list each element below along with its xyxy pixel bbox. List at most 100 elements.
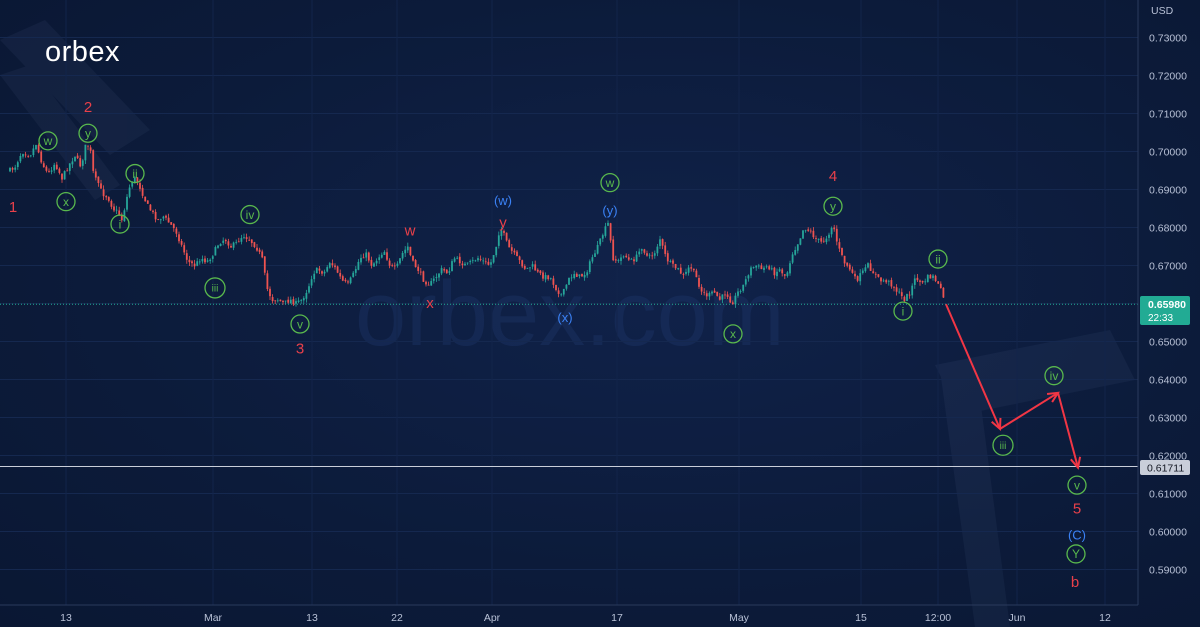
- candle-body: [916, 277, 919, 281]
- candle-body: [183, 245, 186, 253]
- wave-label: 2: [84, 99, 92, 116]
- candle-body: [557, 290, 560, 294]
- candle-body: [461, 263, 464, 266]
- candle-body: [53, 164, 56, 171]
- candle-body: [45, 166, 48, 171]
- candle-body: [877, 274, 880, 277]
- candle-body: [393, 265, 396, 267]
- candle-body: [440, 268, 443, 274]
- current-price-tag: 0.65980 22:33: [1140, 296, 1190, 325]
- candle-body: [643, 249, 646, 253]
- candle-body: [175, 228, 178, 234]
- projection-segment: [1057, 392, 1079, 468]
- x-tick-label: 22: [391, 612, 403, 624]
- candle-body: [250, 239, 253, 244]
- candle-body: [687, 267, 690, 273]
- wave-label-circle: [1067, 475, 1087, 495]
- y-tick-label: 0.73000: [1149, 33, 1187, 45]
- candle-body: [536, 269, 539, 272]
- candle-body: [243, 237, 245, 239]
- candle-body: [323, 271, 326, 274]
- candle-body: [32, 148, 35, 156]
- candle-body: [552, 278, 555, 285]
- candle-body: [427, 284, 430, 286]
- wave-label: Y: [1072, 547, 1080, 561]
- candle-body: [739, 291, 742, 292]
- candle-body: [419, 271, 422, 273]
- candle-body: [838, 242, 841, 249]
- candle-body: [144, 196, 147, 202]
- y-tick-label: 0.65000: [1149, 337, 1187, 349]
- candle-body: [653, 253, 656, 256]
- candle-body: [453, 258, 456, 262]
- candle-body: [612, 239, 615, 261]
- candle-body: [396, 263, 399, 266]
- candle-body: [282, 300, 284, 303]
- candle-body: [513, 250, 516, 253]
- candle-body: [565, 284, 568, 289]
- candle-body: [586, 272, 589, 276]
- wave-label: iv: [1050, 369, 1059, 383]
- candle-body: [825, 238, 828, 243]
- candle-body: [448, 271, 451, 273]
- candle-body: [921, 280, 924, 283]
- candle-body: [432, 278, 435, 281]
- candle-body: [729, 296, 732, 303]
- candle-body: [851, 269, 854, 273]
- candle-body: [864, 267, 867, 272]
- candle-body: [700, 286, 703, 292]
- candle-body: [620, 257, 622, 261]
- candle-body: [269, 288, 271, 297]
- candle-body: [222, 240, 225, 243]
- wave-label: v: [297, 317, 303, 331]
- grid: [0, 0, 1138, 605]
- time-axis[interactable]: 13 Mar 13 22 Apr 17 May 15 12:00 Jun 12: [0, 604, 1138, 624]
- candle-body: [549, 278, 552, 279]
- candle-body: [315, 267, 318, 274]
- candle-body: [880, 277, 882, 282]
- candle-body: [209, 259, 212, 262]
- current-price-countdown: 22:33: [1148, 313, 1173, 324]
- candle-body: [742, 284, 745, 291]
- wave-label-circle: [1044, 366, 1064, 386]
- candle-body: [828, 234, 830, 238]
- candle-body: [856, 276, 859, 281]
- candle-body: [786, 272, 789, 276]
- candle-body: [146, 200, 149, 204]
- x-tick-label: 12:00: [925, 612, 951, 624]
- candle-body: [604, 226, 607, 236]
- candle-body: [443, 269, 446, 271]
- y-tick-label: 0.72000: [1149, 71, 1187, 83]
- candle-body: [633, 259, 635, 262]
- candle-body: [224, 239, 227, 242]
- projection-segment: [945, 303, 1001, 430]
- candle-body: [235, 241, 238, 243]
- candle-body: [412, 255, 414, 261]
- candle-body: [201, 258, 204, 262]
- x-tick-label: 13: [306, 612, 318, 624]
- wave-label-circle: [78, 123, 98, 143]
- candle-body: [120, 214, 123, 221]
- candle-body: [29, 155, 32, 157]
- wave-label-circle: [125, 163, 145, 184]
- candle-body: [445, 269, 448, 274]
- candle-body: [698, 277, 700, 287]
- candle-body: [591, 257, 594, 262]
- candle-body: [568, 277, 570, 285]
- candle-body: [679, 267, 682, 274]
- wave-label: (C): [1068, 528, 1086, 543]
- candle-body: [609, 223, 612, 241]
- candle-body: [230, 245, 232, 248]
- candle-body: [627, 257, 630, 260]
- candle-body: [318, 268, 321, 271]
- candle-body: [934, 275, 937, 282]
- candle-body: [391, 265, 394, 266]
- candle-body: [737, 291, 739, 296]
- candle-body: [716, 291, 719, 296]
- candle-body: [152, 210, 154, 213]
- candle-body: [521, 260, 524, 267]
- candle-body: [508, 240, 511, 248]
- candle-body: [529, 267, 531, 269]
- candle-body: [284, 300, 287, 302]
